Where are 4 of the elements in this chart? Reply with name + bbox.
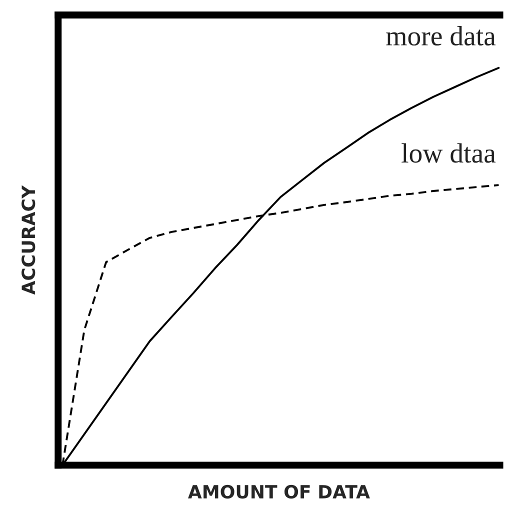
series-label: more data <box>386 26 496 46</box>
series-label: low dtaa <box>402 143 496 163</box>
x-axis-title: AMOUNT OF DATA <box>188 484 370 499</box>
y-axis-title: ACCURACY <box>22 185 36 295</box>
